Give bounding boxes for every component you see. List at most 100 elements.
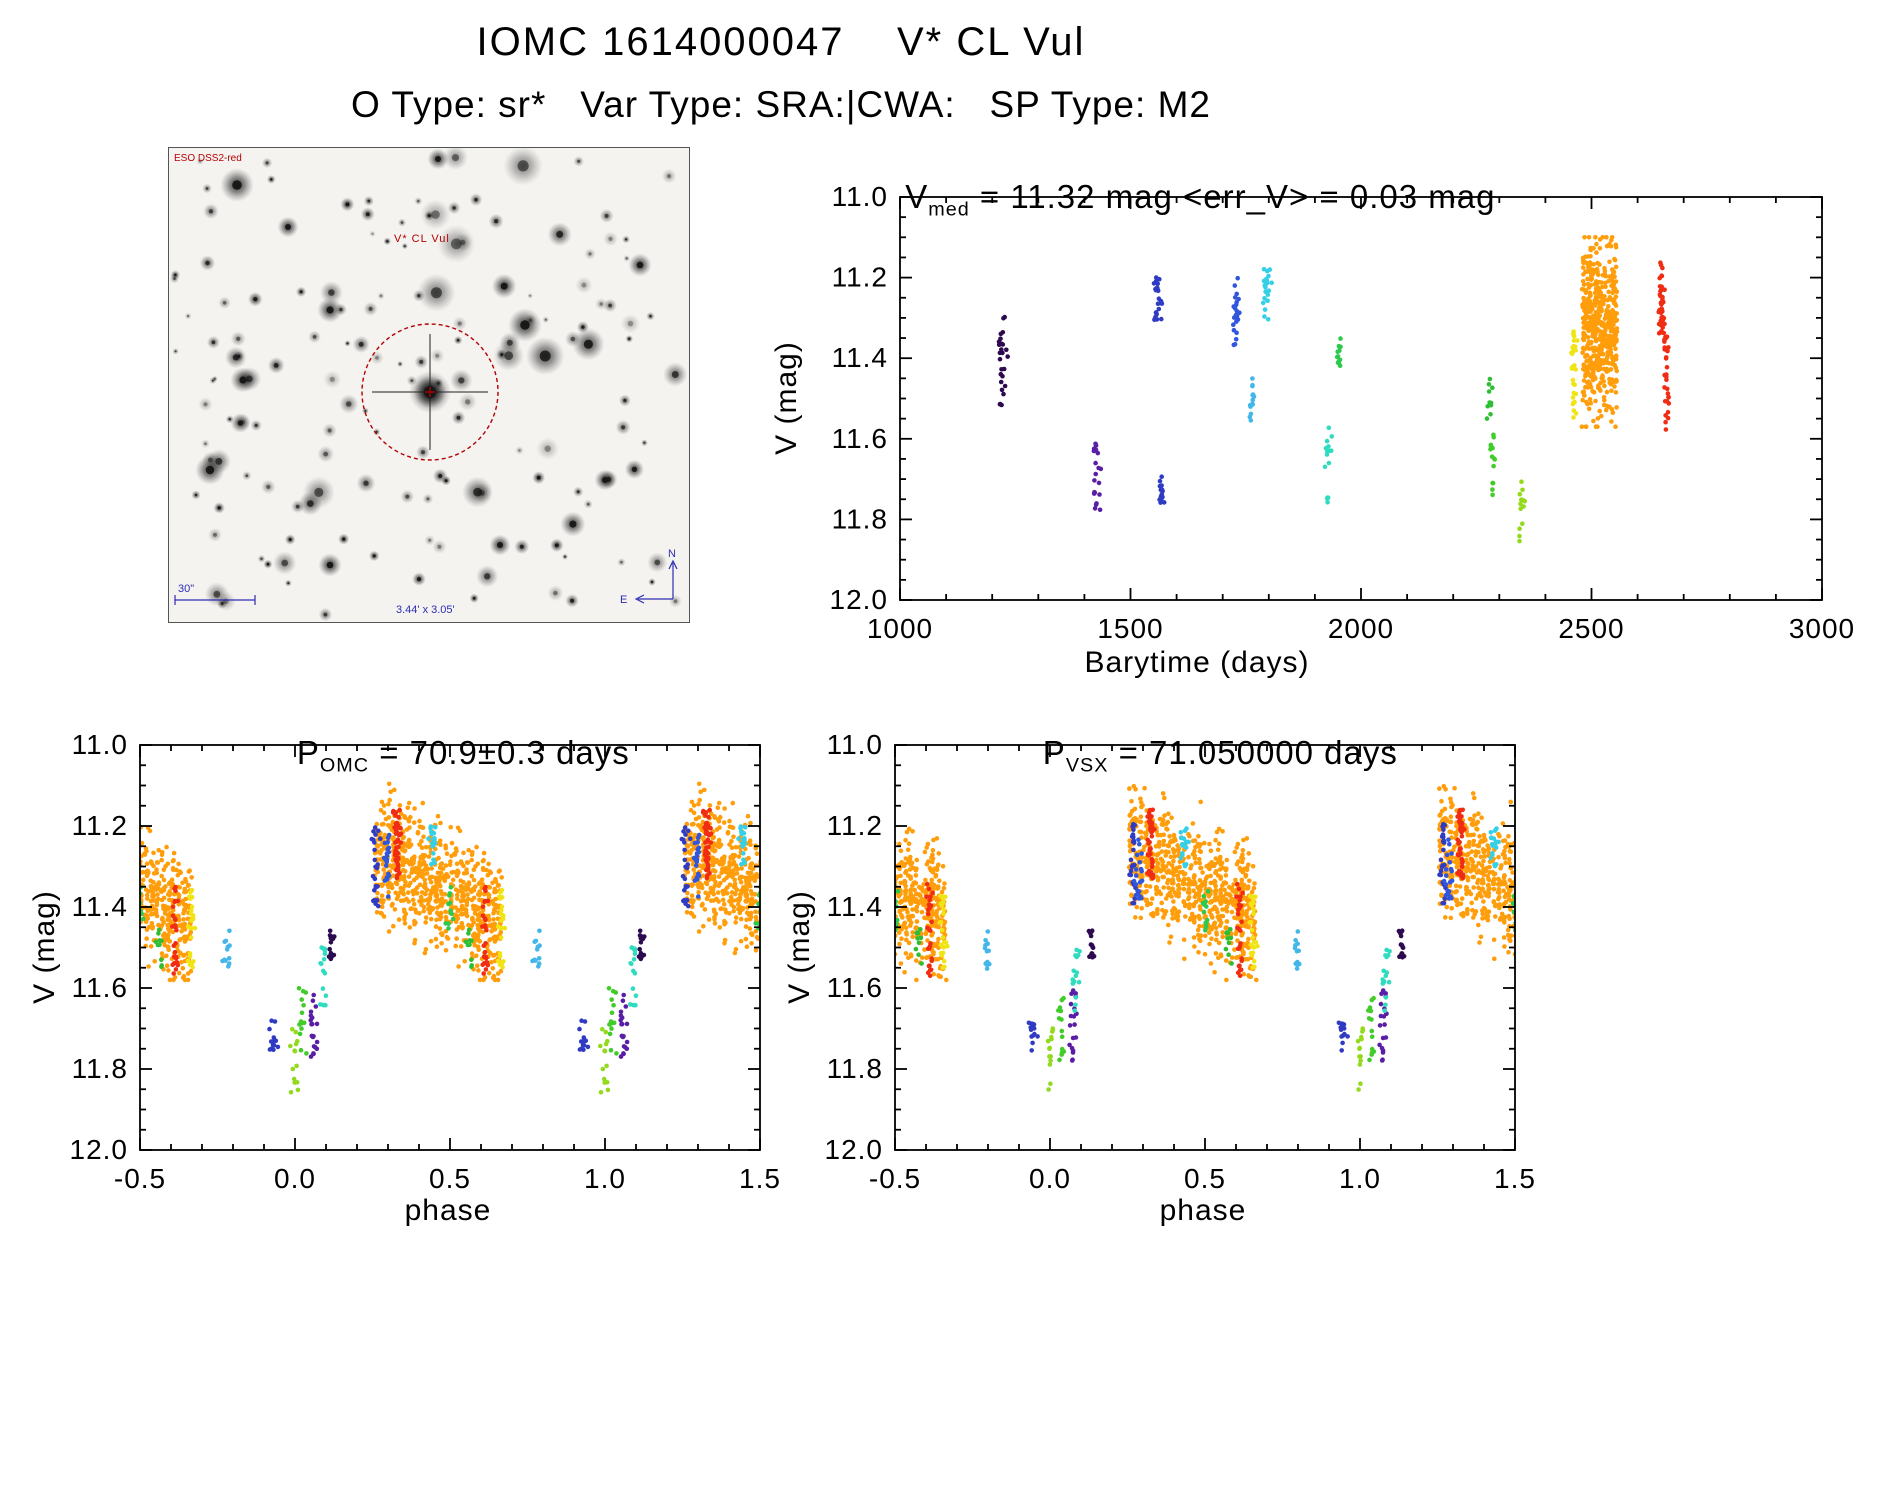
scale-label: 30"	[178, 583, 194, 595]
vsx-title-rest: = 71.050000 days	[1108, 734, 1398, 771]
phase-omc-plot: -0.5 0.0 0.5 1.0 1.5 11.0 11.2 11.4 11.6 11.8 12.0	[70, 729, 781, 1194]
starfield-image: V* CL Vul ESO DSS2-red 30" 3.44' x 3.05'…	[168, 147, 690, 623]
phase_omc-epoch-14-dense	[140, 781, 760, 983]
barytime-tick-labels: 1000 1500 2000 2500 3000 11.0 11.2 11.4 11.6 11.8…	[830, 181, 1855, 644]
phase_vsx-epoch-01	[1086, 928, 1407, 960]
compass-east-label: E	[620, 594, 627, 606]
svg-text:11.2: 11.2	[72, 810, 128, 841]
barytime-epoch-01	[996, 314, 1010, 408]
svg-text:11.6: 11.6	[72, 972, 128, 1003]
svg-text:11.2: 11.2	[832, 262, 888, 293]
phase_omc-epoch-09	[140, 885, 760, 931]
svg-text:11.4: 11.4	[832, 342, 888, 373]
phase_omc-epoch-08	[318, 945, 639, 1008]
svg-text:1000: 1000	[867, 613, 933, 644]
phase_omc-epoch-11	[296, 986, 619, 1056]
barytime-xlabel: Barytime (days)	[1084, 646, 1310, 679]
omc-title-rest: = 70.9±0.3 days	[369, 734, 630, 771]
omc-title-prefix: P	[296, 734, 320, 771]
svg-text:0.5: 0.5	[429, 1163, 471, 1194]
phase_omc-data-points	[140, 781, 760, 1095]
phase_omc-epoch-06	[220, 928, 542, 969]
vsx-xlabel: phase	[1159, 1194, 1247, 1227]
barytime-epoch-09	[1334, 336, 1343, 368]
phase_omc-epoch-16	[170, 884, 491, 976]
barytime-epoch-10	[1484, 376, 1495, 421]
svg-text:11.0: 11.0	[72, 729, 128, 760]
barytime-title-sub: med	[928, 198, 970, 221]
vsx-title-sub: VSX	[1065, 754, 1109, 777]
target-cross-icon	[425, 387, 435, 397]
phase_vsx-epoch-14-dense	[895, 783, 1515, 983]
phase_vsx-epoch-16	[924, 881, 1245, 979]
svg-text:0.0: 0.0	[274, 1163, 316, 1194]
compass-north-label: N	[668, 548, 676, 560]
phase_vsx-epoch-15	[1145, 807, 1467, 881]
svg-text:11.6: 11.6	[832, 423, 888, 454]
phase_omc-epoch-03	[369, 825, 693, 909]
phase_vsx-epoch-10	[913, 927, 1234, 966]
omc-xlabel: phase	[404, 1194, 492, 1227]
svg-text:1.5: 1.5	[739, 1163, 781, 1194]
barytime-epoch-07	[1260, 266, 1274, 322]
phase_omc-epoch-15	[390, 807, 714, 881]
barytime-epoch-11	[1488, 432, 1497, 498]
phase_vsx-tick-labels: -0.5 0.0 0.5 1.0 1.511.011.211.411.611.812.0	[825, 729, 1535, 1194]
phase_vsx-epoch-12	[1045, 1026, 1366, 1092]
phase_vsx-epoch-04	[1026, 1020, 1350, 1053]
svg-text:2500: 2500	[1558, 613, 1624, 644]
omc-title-sub: OMC	[319, 754, 370, 777]
svg-text:11.0: 11.0	[832, 181, 888, 212]
barytime-epoch-03	[1151, 275, 1165, 322]
target-annotations: V* CL Vul ESO DSS2-red	[174, 153, 499, 461]
svg-text:1.0: 1.0	[584, 1163, 626, 1194]
phase-vsx-plot: -0.5 0.0 0.5 1.0 1.511.011.211.411.611.812.0	[825, 729, 1535, 1194]
svg-text:11.8: 11.8	[72, 1053, 128, 1084]
barytime-data-points	[996, 235, 1672, 544]
phase_vsx-epoch-09	[895, 889, 1515, 933]
barytime-epoch-16	[1662, 334, 1672, 432]
barytime-epoch-12	[1517, 479, 1527, 544]
phase_omc-epoch-10	[153, 927, 475, 970]
svg-text:11.4: 11.4	[72, 891, 128, 922]
scale-bar	[174, 595, 256, 605]
barytime-epoch-06	[1247, 376, 1257, 423]
barytime-axes	[899, 196, 1823, 601]
svg-text:12.0: 12.0	[830, 584, 889, 615]
barytime-epoch-02	[1091, 441, 1104, 513]
svg-text:11.8: 11.8	[832, 503, 888, 534]
barytime-epoch-04	[1157, 474, 1167, 505]
figure-subtitle: O Type: sr* Var Type: SRA:|CWA: SP Type:…	[351, 84, 1211, 125]
phase_vsx-axes	[894, 744, 1516, 1151]
vsx-period-title: PVSX = 71.050000 days	[850, 696, 1550, 816]
phase_vsx-epoch-08	[1070, 947, 1392, 1013]
phase_vsx-epoch-06	[982, 929, 1302, 971]
phase_omc-tick-labels: -0.5 0.0 0.5 1.0 1.5 11.0 11.2 11.4 11.6 11.8 12.0	[70, 729, 781, 1194]
phase_vsx-data-points	[895, 783, 1515, 1092]
barytime-plot: 1000 1500 2000 2500 3000 11.0 11.2 11.4 11.6 11.8…	[830, 181, 1855, 644]
svg-text:12.0: 12.0	[70, 1134, 129, 1165]
phase_vsx-epoch-13	[937, 893, 1260, 970]
phase_omc-epoch-04	[267, 1018, 591, 1052]
phase_omc-epoch-01	[326, 928, 647, 962]
phase_vsx-epoch-07	[1178, 826, 1501, 869]
phase_omc-axes	[139, 744, 761, 1151]
phase_vsx-epoch-11	[1056, 995, 1377, 1063]
phase_omc-epoch-02	[308, 992, 630, 1059]
svg-text:2000: 2000	[1328, 613, 1394, 644]
phase_vsx-epoch-05	[1131, 837, 1455, 901]
omc-period-title: POMC = 70.9±0.3 days	[93, 696, 793, 816]
phase_omc-epoch-13	[185, 887, 508, 970]
barytime-epoch-13	[1569, 329, 1580, 420]
phase_omc-epoch-12	[288, 1026, 611, 1095]
vsx-title-prefix: P	[1042, 734, 1066, 771]
barytime-epoch-15	[1656, 260, 1667, 336]
compass-icon	[634, 559, 678, 604]
fov-label: 3.44' x 3.05'	[396, 604, 455, 616]
barytime-epoch-14-dense	[1579, 235, 1620, 430]
phase_omc-epoch-07	[426, 824, 748, 867]
barytime-epoch-05	[1231, 275, 1242, 348]
star-layer	[169, 147, 688, 622]
survey-label: ESO DSS2-red	[174, 153, 242, 164]
